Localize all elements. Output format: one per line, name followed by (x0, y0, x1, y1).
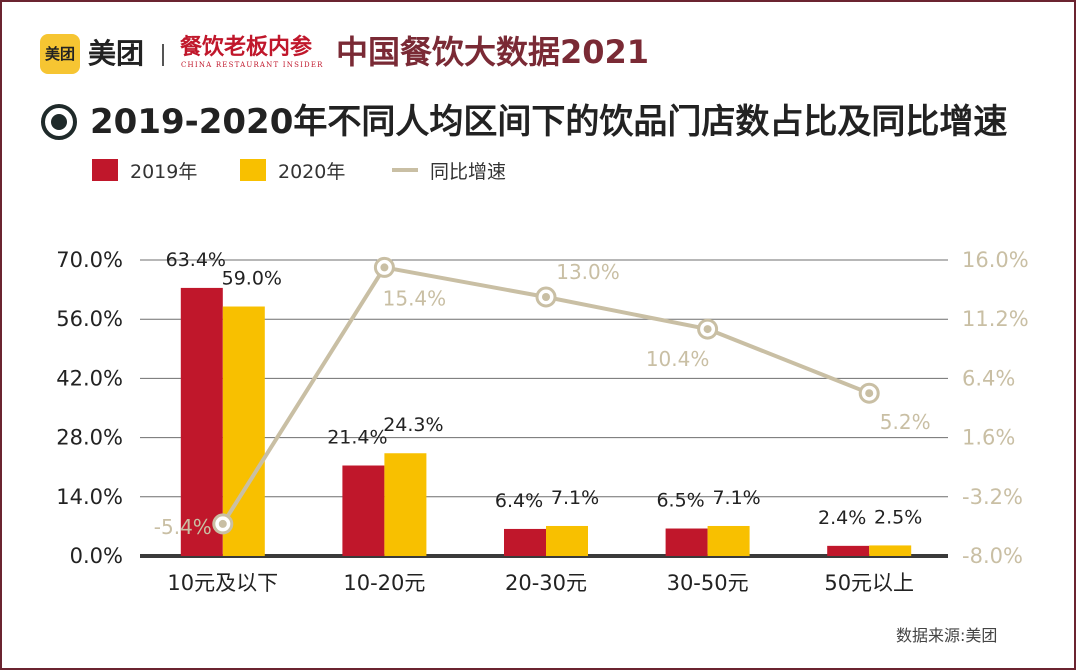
target-icon (41, 104, 77, 140)
legend-label-2020: 2020年 (278, 160, 346, 183)
data-label-2020: 7.1% (712, 487, 760, 509)
y-tick-label: 14.0% (56, 485, 123, 509)
legend-item-2020: 2020年 (240, 156, 345, 184)
y-tick-label: 28.0% (56, 426, 123, 450)
x-tick-label: 10元及以下 (167, 571, 278, 595)
partner-logo: 餐饮老板内参 (180, 34, 313, 60)
y-tick-label: 56.0% (56, 307, 123, 331)
bar-2019 (180, 287, 223, 556)
x-tick-label: 10-20元 (343, 571, 425, 595)
bar-2020 (707, 525, 750, 556)
legend-swatch-2020 (240, 159, 266, 181)
bar-2019 (665, 528, 708, 556)
brand-name: 美团 (88, 37, 145, 70)
y2-tick-label: 6.4% (962, 366, 1015, 390)
legend-line-growth (392, 168, 418, 172)
data-label-2020: 59.0% (222, 268, 282, 290)
bar-2019 (342, 465, 385, 556)
meituan-logo: 美团 (40, 34, 80, 74)
growth-label: 13.0% (556, 260, 620, 284)
bar-2019 (827, 545, 870, 556)
legend-item-2019: 2019年 (92, 156, 197, 184)
y2-tick-label: -8.0% (962, 544, 1023, 568)
bar-2020 (546, 525, 588, 556)
brand-divider (162, 44, 164, 66)
partner-subtitle: CHINA RESTAURANT INSIDER (181, 61, 324, 69)
bar-2019 (504, 528, 546, 556)
growth-label: 15.4% (383, 286, 447, 310)
growth-label: -5.4% (154, 515, 212, 539)
x-tick-label: 20-30元 (505, 571, 587, 595)
growth-point-core (542, 293, 550, 301)
growth-point-core (218, 519, 227, 528)
data-label-2019: 2.4% (818, 507, 866, 529)
bar-2020 (384, 453, 427, 556)
report-title: 中国餐饮大数据2021 (336, 33, 650, 71)
growth-point-core (865, 389, 874, 398)
growth-label: 10.4% (646, 347, 710, 371)
legend-label-2019: 2019年 (130, 160, 198, 183)
data-label-2019: 6.5% (656, 490, 704, 512)
data-label-2020: 24.3% (383, 414, 443, 436)
legend-item-growth: 同比增速 (392, 156, 506, 184)
growth-label: 5.2% (880, 410, 931, 434)
chart-title: 2019-2020年不同人均区间下的饮品门店数占比及同比增速 (90, 102, 1008, 142)
y-tick-label: 0.0% (70, 544, 123, 568)
bar-2020 (869, 545, 912, 556)
growth-point-core (703, 325, 712, 334)
data-label-2020: 7.1% (551, 487, 599, 509)
x-tick-label: 30-50元 (667, 571, 749, 595)
data-source: 数据来源:美团 (896, 626, 998, 645)
data-label-2019: 6.4% (495, 490, 543, 512)
y2-tick-label: -3.2% (962, 485, 1023, 509)
data-label-2019: 21.4% (327, 427, 387, 449)
y2-tick-label: 16.0% (962, 248, 1029, 272)
x-tick-label: 50元以上 (824, 571, 914, 595)
y-tick-label: 42.0% (56, 366, 123, 390)
data-label-2019: 63.4% (166, 249, 226, 271)
y2-tick-label: 11.2% (962, 307, 1029, 331)
y2-tick-label: 1.6% (962, 426, 1015, 450)
legend-label-growth: 同比增速 (430, 160, 507, 183)
legend-swatch-2019 (92, 159, 118, 181)
data-label-2020: 2.5% (874, 506, 922, 528)
y-tick-label: 70.0% (56, 248, 123, 272)
growth-point-core (380, 263, 389, 272)
